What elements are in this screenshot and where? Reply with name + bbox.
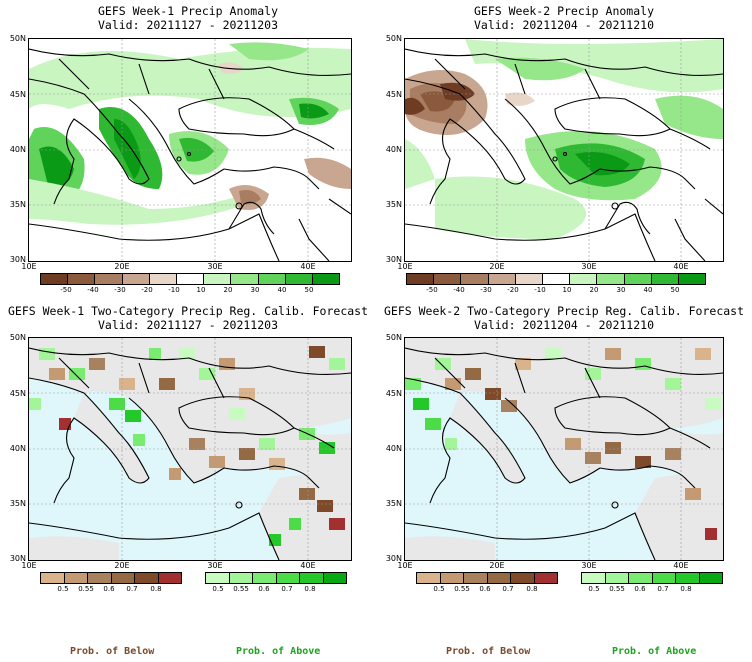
probability-cells-above: [29, 348, 345, 546]
panel-title: GEFS Week-2 Two-Category Precip Reg. Cal…: [383, 304, 745, 318]
lat-label: 30N: [9, 255, 26, 264]
lon-label: 10E: [21, 262, 37, 271]
lat-label: 50N: [385, 34, 402, 43]
lat-label: 45N: [9, 90, 26, 99]
below-colorbar: [416, 572, 558, 584]
panel-title: GEFS Week-2 Precip Anomaly: [473, 4, 654, 18]
grid-lines: [29, 338, 351, 560]
panel-title: GEFS Week-1 Two-Category Precip Reg. Cal…: [7, 304, 369, 318]
probability-cells-below: [445, 348, 717, 540]
lon-label: 10E: [21, 561, 37, 570]
coastlines: [29, 347, 351, 560]
lat-label: 30N: [385, 255, 402, 264]
probability-map-week2: [404, 337, 724, 561]
panel-week1-probability: GEFS Week-1 Two-Category Precip Reg. Cal…: [0, 300, 376, 662]
lat-label: 30N: [385, 554, 402, 563]
panel-valid-dates: Valid: 20211127 - 20211203: [97, 318, 278, 332]
prob-below-label: Prob. of Below: [446, 646, 531, 657]
lat-label: 40N: [9, 444, 26, 453]
anomaly-map-week2: [404, 38, 724, 262]
coastlines: [405, 347, 723, 560]
lat-label: 35N: [385, 499, 402, 508]
anomaly-colorbar: [40, 273, 340, 285]
lat-label: 50N: [385, 333, 402, 342]
lon-label: 40E: [673, 262, 689, 271]
land-areas: [29, 338, 351, 560]
lat-label: 45N: [385, 90, 402, 99]
lon-label: 30E: [581, 262, 597, 271]
anomaly-map-week1: [28, 38, 352, 262]
lon-label: 40E: [300, 262, 316, 271]
lon-label: 10E: [397, 262, 413, 271]
lon-label: 30E: [207, 561, 223, 570]
panel-valid-dates: Valid: 20211127 - 20211203: [97, 18, 278, 32]
lat-label: 45N: [385, 389, 402, 398]
prob-above-label: Prob. of Above: [612, 646, 697, 657]
lon-label: 20E: [489, 262, 505, 271]
prob-below-label: Prob. of Below: [70, 646, 155, 657]
lat-label: 45N: [9, 389, 26, 398]
lat-label: 40N: [385, 444, 402, 453]
lat-label: 40N: [9, 145, 26, 154]
coastlines: [405, 48, 723, 261]
coastlines: [29, 48, 351, 261]
prob-above-label: Prob. of Above: [236, 646, 321, 657]
above-colorbar: [205, 572, 347, 584]
lon-label: 10E: [397, 561, 413, 570]
green-anomaly-areas: [405, 39, 723, 239]
above-colorbar: [581, 572, 723, 584]
lon-label: 40E: [673, 561, 689, 570]
lat-label: 40N: [385, 145, 402, 154]
panel-title: GEFS Week-1 Precip Anomaly: [97, 4, 278, 18]
lon-label: 30E: [207, 262, 223, 271]
probability-cells-below: [49, 346, 345, 530]
panel-valid-dates: Valid: 20211204 - 20211210: [473, 318, 654, 332]
brown-anomaly-areas: [219, 62, 351, 210]
lat-label: 35N: [9, 499, 26, 508]
panel-week2-anomaly: GEFS Week-2 Precip Anomaly Valid: 202112…: [376, 0, 752, 300]
lat-label: 50N: [9, 333, 26, 342]
panel-week2-probability: GEFS Week-2 Two-Category Precip Reg. Cal…: [376, 300, 752, 662]
green-anomaly-areas: [29, 42, 351, 225]
lat-label: 35N: [385, 200, 402, 209]
lat-label: 35N: [9, 200, 26, 209]
brown-anomaly-areas: [405, 70, 535, 135]
anomaly-colorbar: [406, 273, 706, 285]
panel-valid-dates: Valid: 20211204 - 20211210: [473, 18, 654, 32]
probability-map-week1: [28, 337, 352, 561]
lon-label: 20E: [114, 262, 130, 271]
lon-label: 20E: [114, 561, 130, 570]
lon-label: 20E: [489, 561, 505, 570]
below-colorbar: [40, 572, 182, 584]
lon-label: 40E: [300, 561, 316, 570]
lat-label: 50N: [9, 34, 26, 43]
lon-label: 30E: [581, 561, 597, 570]
lat-label: 30N: [9, 554, 26, 563]
panel-week1-anomaly: GEFS Week-1 Precip Anomaly Valid: 202111…: [0, 0, 376, 300]
